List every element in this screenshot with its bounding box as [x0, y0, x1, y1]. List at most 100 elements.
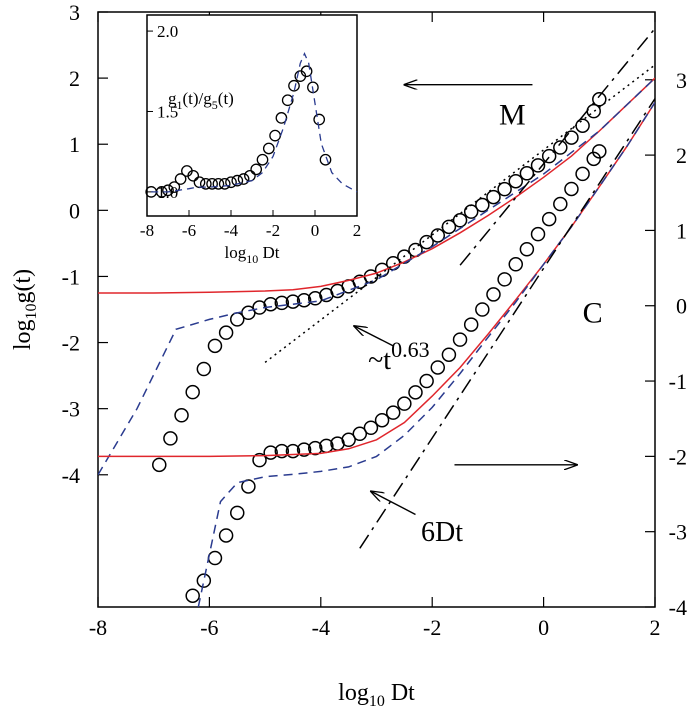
C-circles-point-22: [430, 360, 446, 375]
inset-circles-point-6: [187, 169, 200, 182]
left-y-tick-label-4: -1: [62, 264, 80, 289]
arrow-to-dotted-fit: [354, 326, 394, 347]
C-circles-point-0: [185, 588, 200, 603]
inset-chart-panel: -8 -6 -4 -2 0 2 1.01.52.0 g1(t)/g5(t) log10 D…: [140, 14, 362, 266]
main-right-y-axis: 3 2 1 0 -1 -2 -3 -4: [645, 68, 687, 620]
annotation-1: C: [583, 297, 603, 330]
C-circles-point-35: [575, 166, 590, 182]
inset-plot-frame: [146, 14, 358, 217]
x-tick-label-4: 0: [538, 615, 549, 640]
C-circles-point-32: [541, 211, 557, 227]
main-plot-frame: [97, 11, 656, 608]
main-chart-panel: -8 -6 -4 -2 0 2 3 2 1 0 -1 -2 -3 -4 3 2 1 0 -1 -2 -3 -4 M C ~…: [10, 0, 687, 710]
main-y-axis-label: log10g(t): [10, 269, 40, 350]
right-y-tick-label-1: 2: [676, 143, 687, 168]
M-circles-point-30: [486, 189, 501, 205]
left-y-tick-label-1: 2: [69, 66, 80, 91]
left-y-tick-label-3: 0: [69, 198, 80, 223]
inset-x-tick-label-2: -4: [224, 221, 239, 240]
C-circles-point-18: [385, 405, 401, 420]
left-y-tick-label-0: 3: [69, 0, 80, 25]
inset-circles-point-14: [237, 173, 250, 185]
C-circles-point-6: [252, 452, 267, 468]
inset-x-tick-label-5: 2: [353, 221, 362, 240]
inset-circles-point-3: [168, 181, 181, 193]
inset-circles-point-8: [199, 177, 212, 190]
right-y-tick-label-6: -3: [669, 520, 687, 545]
x-tick-label-3: -2: [423, 615, 441, 640]
C-circles-point-8: [274, 443, 290, 459]
C-circles-point-9: [285, 443, 301, 459]
inset-circles-point-17: [256, 153, 269, 166]
M-circles-point-39: [586, 103, 601, 119]
M-circles-point-2: [174, 408, 189, 423]
C-circles-point-37: [592, 144, 607, 159]
C-circles-point-14: [341, 432, 356, 448]
M-circles-point-32: [508, 173, 523, 189]
M-dash-dot-fit: [459, 28, 655, 266]
C-circles-point-27: [486, 287, 501, 302]
main-x-axis-label: log10 Dt: [338, 680, 415, 710]
x-tick-label-0: -8: [89, 615, 107, 640]
x-tick-label-5: 2: [650, 615, 661, 640]
C-circles-point-36: [586, 151, 601, 167]
inset-circles-point-20: [275, 112, 288, 124]
C-dash-dot-fit: [359, 98, 655, 549]
C-circles-point-24: [452, 332, 468, 347]
inset-circles-point-27: [319, 153, 332, 166]
C-circles-point-17: [374, 412, 390, 428]
C-circles-point-11: [307, 440, 323, 456]
C-circles-point-26: [475, 302, 490, 317]
annotation-2: ~t0.63: [368, 337, 429, 376]
M-circles-point-13: [296, 292, 312, 308]
C-circles-point-29: [508, 257, 523, 272]
inset-circles-point-26: [313, 113, 326, 126]
inset-y-tick-label-1: 1.5: [157, 102, 178, 121]
C-circles-point-16: [363, 420, 379, 435]
M-circles-point-24: [419, 234, 434, 250]
inset-x-tick-label-4: 0: [311, 221, 320, 240]
inset-circles-point-4: [174, 173, 187, 185]
main-annotations: M C ~t0.63 6Dt: [354, 85, 603, 548]
M-circles-point-27: [452, 213, 468, 228]
inset-x-tick-label-0: -8: [140, 221, 154, 240]
inset-title: g1(t)/g5(t): [168, 89, 234, 112]
right-y-tick-label-3: 0: [676, 294, 687, 319]
inset-circles-point-13: [231, 174, 244, 187]
inset-x-tick-label-3: -2: [266, 221, 280, 240]
M-dotted-fit: [264, 64, 655, 363]
left-y-tick-label-6: -3: [62, 397, 80, 422]
left-y-tick-label-2: 1: [69, 132, 80, 157]
x-tick-label-1: -6: [200, 615, 218, 640]
main-series-group: [98, 28, 655, 607]
M-circles-point-33: [519, 166, 535, 181]
C-circles-point-19: [397, 396, 412, 411]
inset-circles-point-21: [281, 94, 294, 107]
right-y-tick-label-7: -4: [669, 595, 687, 620]
C-circles-point-2: [207, 550, 223, 566]
M-circles-point-3: [185, 384, 200, 400]
C-circles-point-10: [296, 442, 312, 457]
M-circles-point-5: [207, 338, 223, 354]
M-circles-point-29: [475, 197, 490, 213]
M-circles-point-40: [592, 92, 607, 107]
inset-circles-point-24: [300, 65, 313, 78]
annotation-0: M: [499, 98, 526, 131]
inset-y-tick-label-2: 2.0: [157, 22, 178, 41]
arrow-to-6Dt-line: [371, 491, 416, 516]
M-circles-point-36: [553, 140, 568, 155]
main-x-axis: -8 -6 -4 -2 0 2: [89, 12, 661, 640]
inset-blue-dashed: [151, 51, 358, 193]
C-circles-point-7: [263, 445, 278, 460]
inset-series-group: [145, 51, 358, 198]
inset-circles-point-2: [162, 184, 174, 197]
right-y-tick-label-4: -1: [669, 369, 687, 394]
M-circles-point-0: [152, 457, 167, 473]
C-circles-point-1: [196, 573, 212, 588]
M-circles-point-34: [530, 158, 546, 173]
C-circles-point-15: [352, 426, 368, 442]
C-circles-point-25: [463, 317, 479, 332]
left-y-tick-label-7: -4: [62, 463, 80, 488]
inset-circles-point-16: [250, 163, 263, 176]
inset-x-tick-label-1: -6: [182, 221, 196, 240]
